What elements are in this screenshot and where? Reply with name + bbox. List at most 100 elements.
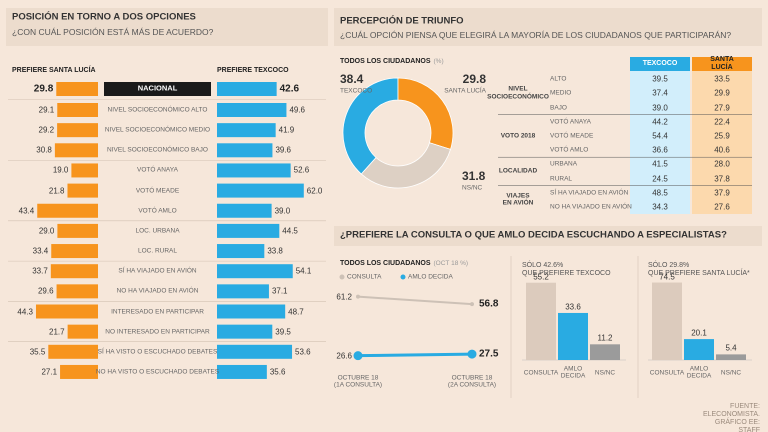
point (470, 302, 474, 307)
bar (217, 103, 287, 117)
donut-slice (342, 77, 399, 175)
panel-title: PERCEPCIÓN DE TRIUNFO (340, 15, 464, 27)
column-header: PREFIERE SANTA LUCÍA (12, 66, 96, 74)
category-label: INTERESADO EN PARTICIPAR (111, 307, 204, 315)
bar (57, 123, 98, 138)
row-label: ALTO (550, 75, 567, 83)
x-tick-label: CONSULTA (523, 369, 559, 377)
row-label: SÍ HA VIAJADO EN AVIÓN (550, 188, 629, 196)
category-label: NIVEL SOCIOECONÓMICO BAJO (107, 146, 208, 154)
value-label: 55.2 (533, 272, 549, 282)
source: FUENTE: ELECONOMISTA. GRÁFICO EE: STAFF (702, 402, 760, 432)
bar (217, 223, 280, 238)
x-tick-label: OCTUBRE 18 (1A CONSULTA) (333, 374, 383, 389)
donut-slice (360, 142, 452, 189)
line (357, 295, 473, 306)
group-label: VOTO 2018 (500, 132, 536, 140)
slice-label: NS/NC (462, 184, 483, 192)
panel-header (334, 226, 762, 246)
value-label: 74.5 (659, 271, 675, 281)
column-header: PREFIERE TEXCOCO (217, 66, 289, 74)
value-label: 33.4 (32, 246, 49, 256)
label-part: (OCT 18 %) (433, 259, 469, 267)
x-tick-label: AMLO DECIDA (686, 365, 712, 380)
value-label: 33.7 (32, 266, 48, 276)
value-label: 29.2 (38, 125, 55, 135)
bar (56, 284, 98, 299)
table-cell: 36.6 (652, 145, 668, 155)
table-cell: 33.5 (714, 74, 730, 84)
value-label: 33.8 (267, 246, 283, 256)
panel-header (6, 8, 328, 46)
bar (67, 324, 98, 339)
legend-label: CONSULTA (347, 273, 382, 281)
group-label: NIVEL SOCIOECONÓMICO (487, 85, 549, 101)
category-label: VOTÓ ANAYA (137, 166, 178, 174)
table-cell: 27.9 (714, 102, 730, 112)
panel-subtitle: ¿CUÁL OPCIÓN PIENSA QUE ELEGIRÁ LA MAYOR… (340, 30, 732, 41)
bar (54, 143, 98, 158)
bar (217, 123, 276, 138)
value-label: 38.4 (340, 72, 364, 87)
panel-subtitle: ¿CON CUÁL POSICIÓN ESTÁ MÁS DE ACUERDO? (12, 27, 214, 38)
value-label: 31.8 (462, 169, 486, 184)
bar (56, 82, 98, 96)
bar (57, 103, 98, 117)
bar (652, 282, 682, 360)
value-label: 39.0 (274, 206, 291, 216)
value-label: 35.6 (269, 367, 286, 377)
legend-marker (400, 274, 406, 280)
bar (217, 244, 265, 259)
value-label: 21.8 (48, 186, 65, 195)
table-cell: 54.4 (652, 131, 668, 141)
value-label: 42.6 (279, 83, 300, 95)
row-label: RURAL (550, 174, 573, 182)
category-label: SÍ HA VIAJADO EN AVIÓN (118, 267, 197, 275)
row-label: NO HA VIAJADO EN AVIÓN (550, 203, 632, 211)
table-cell: 27.6 (714, 202, 730, 212)
chart-label: TODOS LOS CIUDADANOS (OCT 18 %) (340, 260, 471, 268)
column-header-bg (630, 57, 690, 71)
value-label: 56.8 (479, 298, 499, 310)
bar (558, 312, 588, 360)
value-label: 29.8 (462, 72, 486, 87)
bar (71, 163, 98, 178)
table-cell: 48.5 (652, 188, 668, 198)
bar (35, 304, 98, 319)
legend-label: AMLO DECIDA (408, 273, 453, 281)
bar (217, 143, 273, 158)
chart-label: TODOS LOS CIUDADANOS (%) (340, 58, 447, 66)
value-label: 54.1 (295, 266, 312, 276)
bar (217, 344, 293, 359)
column-header-bg (692, 57, 752, 71)
category-label: NO HA VISTO O ESCUCHADO DEBATES (95, 368, 220, 376)
value-label: 5.4 (725, 343, 737, 353)
value-label: 43.4 (18, 206, 35, 216)
column-header: TEXCOCO (642, 59, 678, 67)
table-cell: 37.9 (714, 188, 730, 198)
value-label: 39.6 (275, 145, 292, 155)
point (353, 351, 363, 361)
x-tick-label: NS/NC (720, 369, 742, 377)
category-label: NACIONAL (137, 83, 178, 93)
panel-title: POSICIÓN EN TORNO A DOS OPCIONES (12, 11, 196, 23)
table-cell: 29.9 (714, 88, 730, 98)
category-label: NIVEL SOCIOECONÓMICO MEDIO (104, 126, 211, 134)
value-label: 33.6 (565, 302, 581, 312)
value-label: 49.6 (289, 105, 306, 115)
row-label: VOTÓ AMLO (550, 146, 589, 154)
row-label: URBANA (550, 160, 578, 168)
label-part: (%) (433, 57, 444, 65)
category-label: NIVEL SOCIOECONÓMICO ALTO (107, 106, 208, 114)
chart-title: SÓLO 42.6% QUE PREFIERE TEXCOCO (522, 261, 611, 277)
bar (217, 304, 286, 319)
bar (217, 82, 277, 96)
value-label: 27.1 (41, 367, 58, 377)
row-label: VOTÓ ANAYA (550, 117, 591, 125)
table-cell: 39.0 (652, 102, 668, 112)
bar (217, 203, 272, 218)
value-label: 11.2 (597, 333, 613, 343)
panel-title: ¿PREFIERE LA CONSULTA O QUE AMLO DECIDA … (340, 229, 727, 241)
slice-label: TEXCOCO (340, 87, 373, 95)
value-label: 44.5 (282, 226, 298, 236)
